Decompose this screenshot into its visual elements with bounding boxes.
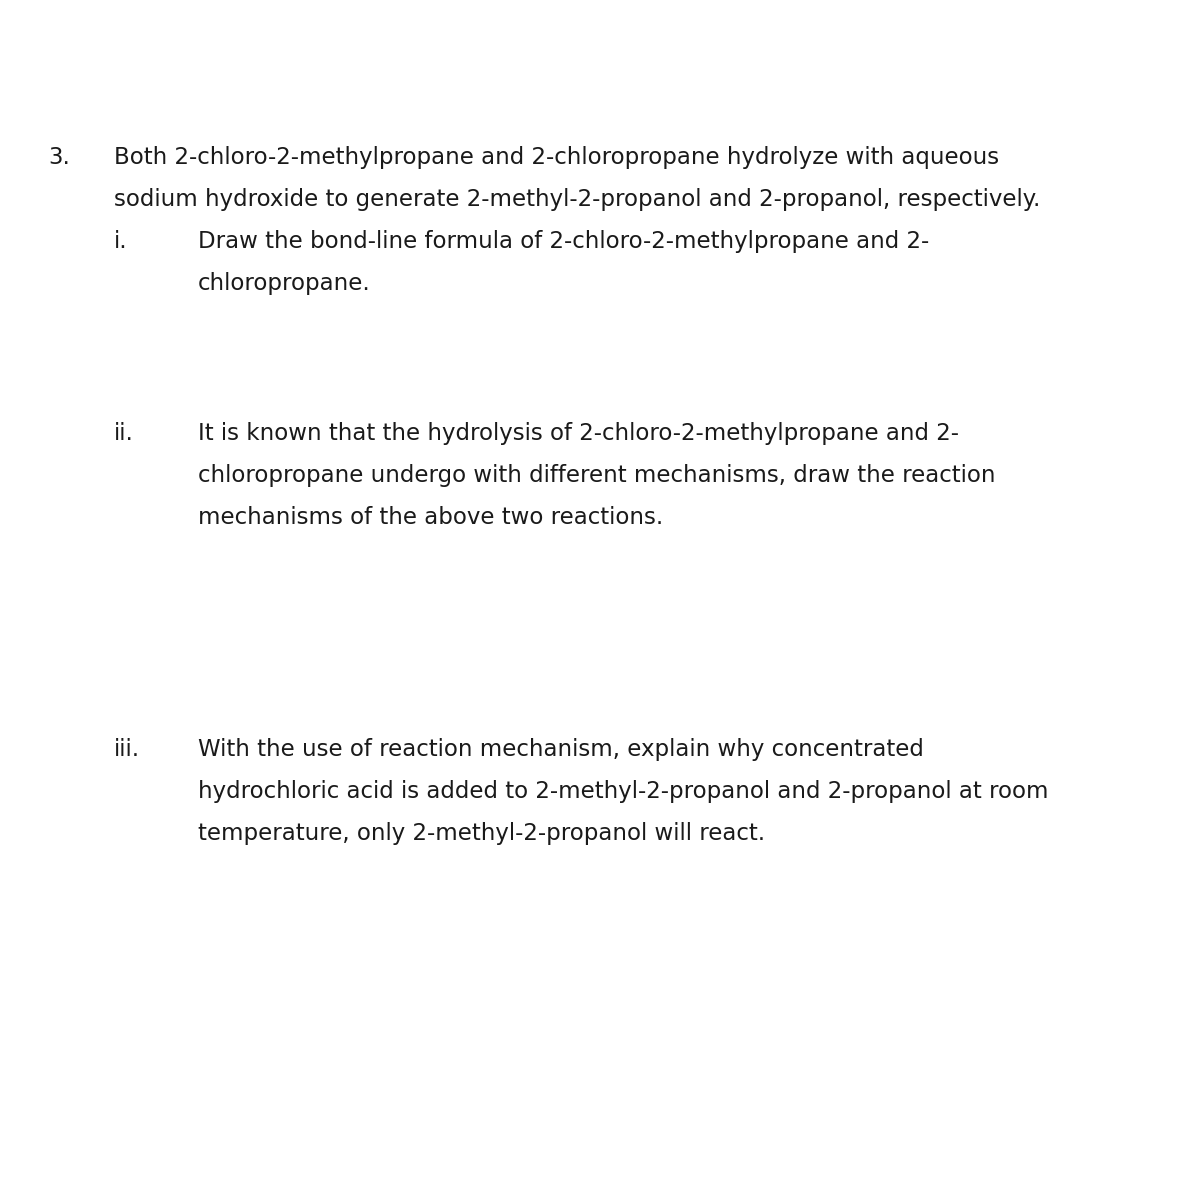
Text: 3.: 3.: [48, 146, 70, 169]
Text: chloropropane.: chloropropane.: [198, 272, 371, 295]
Text: mechanisms of the above two reactions.: mechanisms of the above two reactions.: [198, 506, 664, 529]
Text: sodium hydroxide to generate 2-methyl-2-propanol and 2-propanol, respectively.: sodium hydroxide to generate 2-methyl-2-…: [114, 188, 1040, 211]
Text: Both 2-chloro-2-methylpropane and 2-chloropropane hydrolyze with aqueous: Both 2-chloro-2-methylpropane and 2-chlo…: [114, 146, 1000, 169]
Text: It is known that the hydrolysis of 2-chloro-2-methylpropane and 2-: It is known that the hydrolysis of 2-chl…: [198, 422, 959, 445]
Text: chloropropane undergo with different mechanisms, draw the reaction: chloropropane undergo with different mec…: [198, 464, 996, 487]
Text: temperature, only 2-methyl-2-propanol will react.: temperature, only 2-methyl-2-propanol wi…: [198, 822, 766, 845]
Text: ii.: ii.: [114, 422, 134, 445]
Text: hydrochloric acid is added to 2-methyl-2-propanol and 2-propanol at room: hydrochloric acid is added to 2-methyl-2…: [198, 780, 1049, 803]
Text: iii.: iii.: [114, 738, 140, 761]
Text: Draw the bond-line formula of 2-chloro-2-methylpropane and 2-: Draw the bond-line formula of 2-chloro-2…: [198, 230, 929, 253]
Text: i.: i.: [114, 230, 127, 253]
Text: With the use of reaction mechanism, explain why concentrated: With the use of reaction mechanism, expl…: [198, 738, 924, 761]
